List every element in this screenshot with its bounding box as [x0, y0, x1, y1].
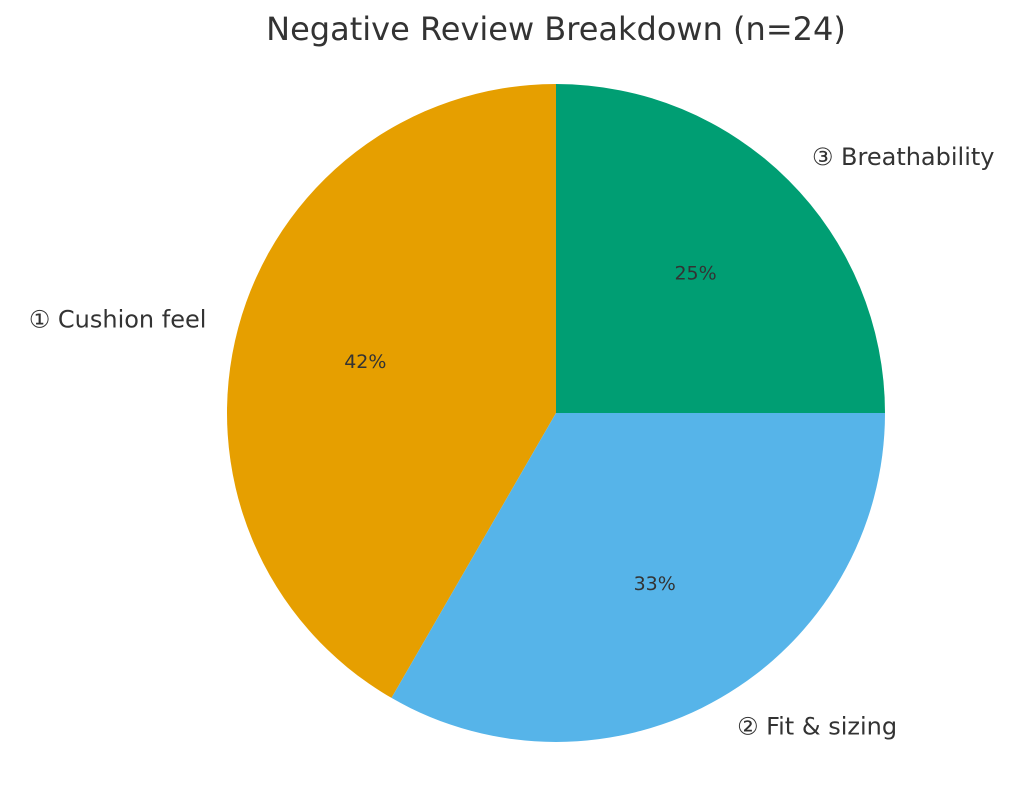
slice-percent-label: 25%	[674, 262, 716, 284]
slice-category-label: ① Cushion feel	[29, 305, 207, 333]
slice-percent-label: 42%	[344, 351, 386, 373]
pie-slices	[227, 84, 885, 742]
slice-category-label: ② Fit & sizing	[737, 712, 897, 740]
slice-category-label: ③ Breathability	[812, 143, 995, 171]
pie-slice	[391, 413, 885, 742]
pie-slice	[556, 84, 885, 413]
pie-slice	[227, 84, 556, 698]
pie-labels: 42% ① Cushion feel 33% ② Fit & sizing 25% ③ B…	[29, 143, 995, 740]
chart-title: Negative Review Breakdown (n=24)	[266, 10, 846, 48]
slice-percent-label: 33%	[634, 573, 676, 595]
